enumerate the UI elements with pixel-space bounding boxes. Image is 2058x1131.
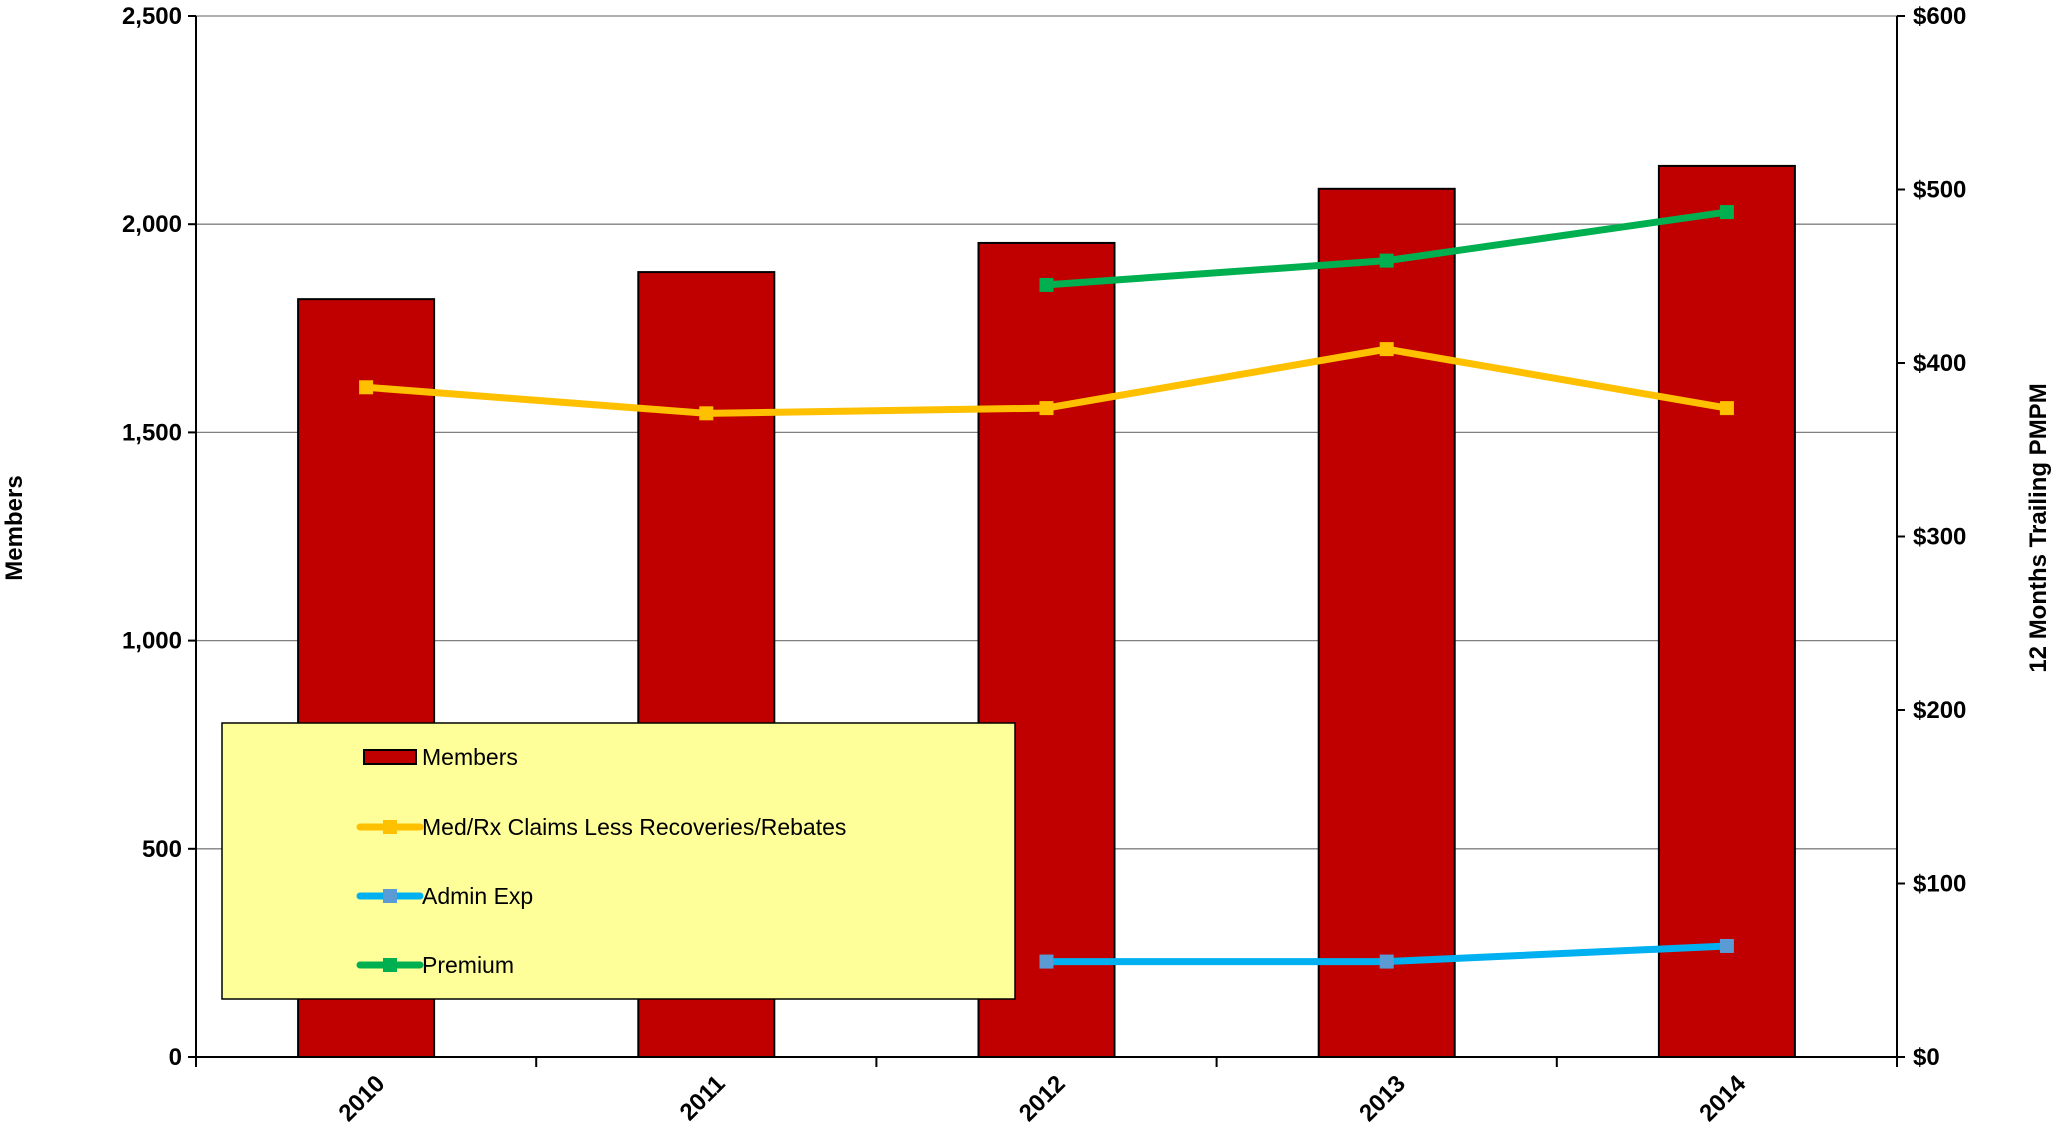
y-right-tick-label: $500	[1913, 177, 1966, 204]
x-tick-label: 2010	[333, 1070, 390, 1127]
y-right-tick-label: $600	[1913, 3, 1966, 30]
y-right-tick-label: $100	[1913, 871, 1966, 898]
x-tick-label: 2012	[1014, 1070, 1071, 1127]
x-tick-label: 2013	[1354, 1070, 1411, 1127]
legend-swatch	[363, 749, 417, 765]
series-marker	[1379, 954, 1394, 969]
y-left-tick-label: 1,000	[122, 628, 182, 655]
series-marker	[1379, 342, 1394, 357]
series-marker	[1039, 277, 1054, 292]
legend-marker	[383, 820, 397, 834]
bar	[1657, 164, 1796, 1059]
bar	[1317, 187, 1456, 1058]
legend-box	[221, 722, 1016, 1000]
series-marker	[1719, 401, 1734, 416]
y-left-tick-label: 1,500	[122, 419, 182, 446]
y-left-tick-label: 500	[142, 836, 182, 863]
y-right-tick-label: $0	[1913, 1044, 1940, 1071]
y-left-tick-label: 2,500	[122, 3, 182, 30]
series-marker	[359, 380, 374, 395]
legend-label: Med/Rx Claims Less Recoveries/Rebates	[422, 814, 846, 840]
y-left-tick-label: 2,000	[122, 211, 182, 238]
legend-label: Admin Exp	[422, 883, 533, 909]
series-marker	[1719, 205, 1734, 220]
x-tick-label: 2011	[675, 1070, 731, 1126]
legend-label: Premium	[422, 952, 514, 978]
y-right-tick-label: $300	[1913, 524, 1966, 551]
series-marker	[699, 406, 714, 421]
legend-label: Members	[422, 744, 518, 770]
series-marker	[1379, 253, 1394, 268]
y-right-tick-label: $400	[1913, 350, 1966, 377]
y-right-tick-label: $200	[1913, 697, 1966, 724]
y-axis-left-title: Members	[1, 475, 28, 580]
legend-marker	[383, 958, 397, 972]
x-tick-label: 2014	[1694, 1070, 1751, 1127]
series-marker	[1719, 938, 1734, 953]
legend: Members Med/Rx Claims Less Recoveries/Reb…	[221, 722, 1016, 1000]
series-marker	[1039, 954, 1054, 969]
y-left-tick-label: 0	[169, 1044, 182, 1071]
legend-marker	[383, 889, 397, 903]
y-axis-right-title: 12 Months Trailing PMPM	[2025, 383, 2052, 672]
series-marker	[1039, 401, 1054, 416]
lines	[359, 205, 1734, 969]
